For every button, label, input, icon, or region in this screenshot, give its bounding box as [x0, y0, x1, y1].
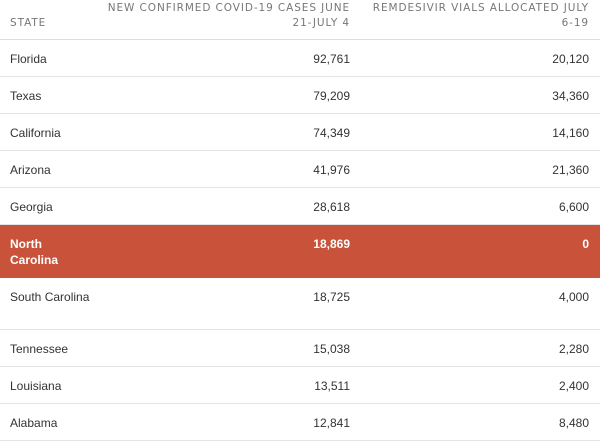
- cell-cases: 18,869: [90, 224, 360, 278]
- table-row: Alabama 12,841 8,480: [0, 403, 600, 441]
- column-header-vials[interactable]: REMDESIVIR VIALS ALLOCATED JULY 6-19: [360, 0, 600, 40]
- column-header-cases[interactable]: NEW CONFIRMED COVID-19 CASES JUNE 21-JUL…: [90, 0, 360, 40]
- table-body: Florida 92,761 20,120 Texas 79,209 34,36…: [0, 39, 600, 441]
- cell-state: Georgia: [0, 187, 90, 225]
- cell-vials: 0: [360, 224, 600, 278]
- table-row: Louisiana 13,511 2,400: [0, 366, 600, 404]
- cell-vials: 6,600: [360, 187, 600, 225]
- table-row: Arizona 41,976 21,360: [0, 150, 600, 188]
- cell-state: Arizona: [0, 150, 90, 188]
- cell-state: Tennessee: [0, 329, 90, 367]
- cell-vials: 4,000: [360, 277, 600, 330]
- cell-state: South Carolina: [0, 277, 90, 330]
- cell-vials: 20,120: [360, 39, 600, 77]
- cell-vials: 14,160: [360, 113, 600, 151]
- cell-cases: 92,761: [90, 39, 360, 77]
- cell-cases: 15,038: [90, 329, 360, 367]
- table-row: Florida 92,761 20,120: [0, 39, 600, 77]
- cell-vials: 2,280: [360, 329, 600, 367]
- cell-state: Florida: [0, 39, 90, 77]
- cell-state: California: [0, 113, 90, 151]
- column-header-state[interactable]: STATE: [0, 0, 90, 40]
- cell-state: Louisiana: [0, 366, 90, 404]
- cell-vials: 2,400: [360, 366, 600, 404]
- cell-cases: 41,976: [90, 150, 360, 188]
- table-row: Texas 79,209 34,360: [0, 76, 600, 114]
- table-header: STATE NEW CONFIRMED COVID-19 CASES JUNE …: [0, 0, 600, 40]
- cell-vials: 21,360: [360, 150, 600, 188]
- cell-state: North Carolina: [0, 224, 90, 278]
- cell-cases: 18,725: [90, 277, 360, 330]
- cell-cases: 28,618: [90, 187, 360, 225]
- header-row: STATE NEW CONFIRMED COVID-19 CASES JUNE …: [0, 0, 600, 40]
- cell-state: Alabama: [0, 403, 90, 441]
- cell-cases: 79,209: [90, 76, 360, 114]
- table-row: California 74,349 14,160: [0, 113, 600, 151]
- table-row: Georgia 28,618 6,600: [0, 187, 600, 225]
- cell-vials: 34,360: [360, 76, 600, 114]
- cell-cases: 12,841: [90, 403, 360, 441]
- cell-cases: 74,349: [90, 113, 360, 151]
- cell-cases: 13,511: [90, 366, 360, 404]
- table-row-highlighted: North Carolina 18,869 0: [0, 224, 600, 278]
- cell-state: Texas: [0, 76, 90, 114]
- cell-vials: 8,480: [360, 403, 600, 441]
- table-row: Tennessee 15,038 2,280: [0, 329, 600, 367]
- table-row: South Carolina 18,725 4,000: [0, 277, 600, 330]
